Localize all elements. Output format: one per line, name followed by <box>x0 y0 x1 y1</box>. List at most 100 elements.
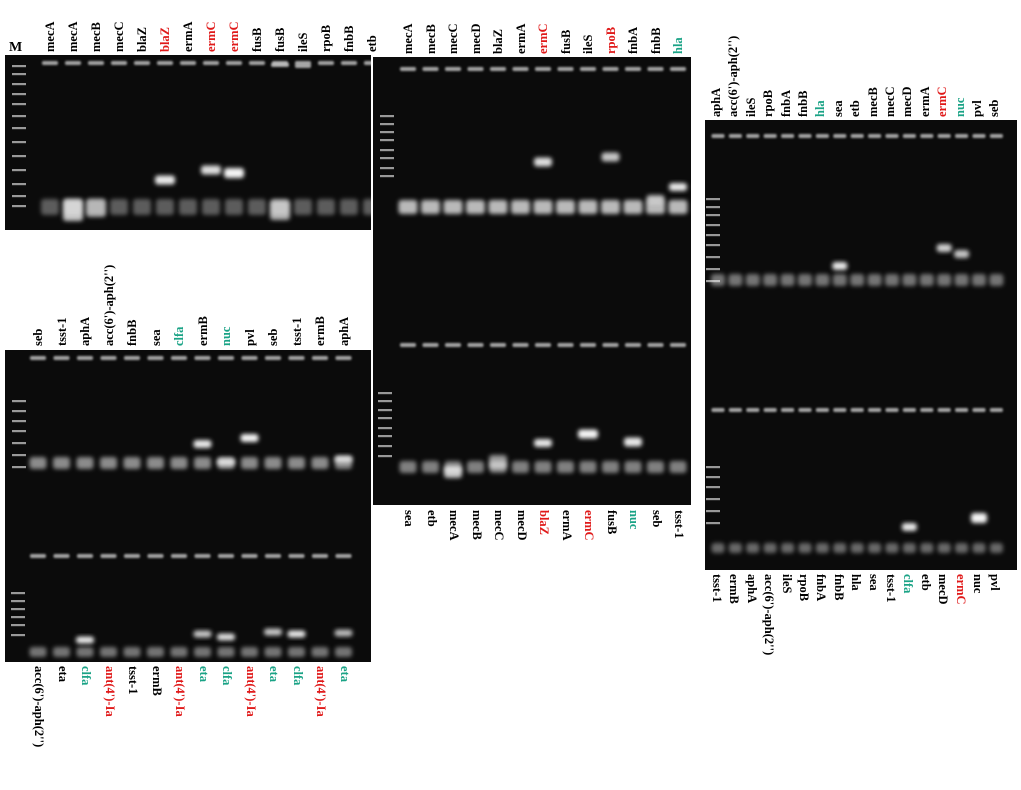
ladder-band <box>706 214 720 217</box>
gel-well <box>885 134 899 138</box>
gel-band <box>443 200 463 214</box>
gel-band <box>989 543 1003 553</box>
gel-well <box>124 356 140 360</box>
lane-label: ermB <box>195 316 210 346</box>
lane-label: nuc <box>971 574 985 594</box>
gel-well <box>265 554 281 558</box>
gel-band <box>311 457 329 469</box>
gel-well <box>30 554 46 558</box>
primer-dimer-band <box>63 199 83 221</box>
gel-well <box>65 61 81 65</box>
gel-band <box>194 457 211 469</box>
gel-well <box>100 356 117 360</box>
gel-well <box>955 134 969 138</box>
gel-b-image <box>378 67 688 478</box>
gel-band <box>241 647 258 657</box>
gel-well <box>580 343 596 347</box>
gel-band <box>170 647 188 657</box>
ladder-band <box>706 234 720 237</box>
gel-band <box>711 274 725 286</box>
lane-label: rpoB <box>319 24 333 52</box>
amplicon-band <box>217 458 235 466</box>
amplicon-band <box>76 636 94 644</box>
ladder-band <box>12 93 26 96</box>
lane-label: ermA <box>559 510 574 541</box>
lane-label: mecC <box>883 86 897 117</box>
ladder-band <box>12 430 26 433</box>
gel-band <box>123 457 141 469</box>
lane-label: mecA <box>447 510 461 541</box>
lane-label: etb <box>365 35 379 52</box>
ladder-band <box>12 127 26 130</box>
gel-band <box>623 200 643 214</box>
lane-label: fusB <box>558 29 573 54</box>
lane-label: mecB <box>89 22 103 52</box>
gel-well <box>728 134 742 138</box>
gel-panel-c <box>5 350 371 662</box>
ladder-band <box>706 510 720 513</box>
gel-band <box>867 274 882 286</box>
ladder-band <box>12 410 26 413</box>
gel-band <box>512 461 529 473</box>
lane-label: mecC <box>492 510 506 541</box>
gel-band <box>798 543 812 553</box>
ladder-band <box>12 400 26 403</box>
gel-well <box>902 408 916 412</box>
gel-well <box>77 356 93 360</box>
gel-band <box>728 274 743 286</box>
ladder-band <box>11 608 25 611</box>
ladder-band <box>380 123 394 126</box>
lane-label: acc(6')-aph(2'') <box>762 574 777 656</box>
gel-band <box>241 457 258 469</box>
lane-label: ermC <box>536 23 550 54</box>
gel-band <box>100 457 117 469</box>
gel-well <box>625 343 641 347</box>
ladder-band <box>11 616 25 619</box>
gel-well <box>728 408 742 412</box>
gel-band <box>902 543 916 553</box>
lane-label: ileS <box>296 32 310 52</box>
lane-label: tsst-1 <box>54 317 69 346</box>
lane-label: ermC <box>227 21 241 52</box>
gel-well <box>781 408 795 412</box>
gel-well <box>422 67 439 71</box>
lane-label: eta <box>55 666 70 682</box>
primer-dimer-band <box>270 200 290 220</box>
lane-label: fnbB <box>831 574 846 601</box>
amplicon-band <box>201 165 221 175</box>
gel-well <box>467 67 484 71</box>
gel-band <box>264 647 282 657</box>
ladder-band <box>706 476 720 479</box>
gel-band <box>937 274 952 286</box>
lane-label: sea <box>830 100 845 117</box>
lane-label: nuc <box>627 510 641 530</box>
gel-band <box>76 457 94 469</box>
gel-band <box>179 199 197 215</box>
ladder-band <box>706 244 720 247</box>
ladder-band <box>706 198 720 201</box>
ladder-band <box>12 65 26 68</box>
lane-label: fusB <box>273 27 287 52</box>
gel-panel-a <box>5 55 371 230</box>
lane-label: fnbA <box>778 89 793 117</box>
gel-well <box>955 408 969 412</box>
ladder-band <box>11 624 25 627</box>
gel-band <box>578 200 598 214</box>
lane-label: rpoB <box>603 26 618 54</box>
gel-well <box>580 67 596 71</box>
gel-well <box>180 61 196 65</box>
lane-label: hla <box>813 100 828 117</box>
gel-well <box>147 356 164 360</box>
gel-well <box>400 343 416 347</box>
gel-well <box>400 67 416 71</box>
gel-band <box>170 457 188 469</box>
gel-band <box>798 274 812 286</box>
gel-band <box>556 200 575 214</box>
gel-band <box>194 647 211 657</box>
gel-band <box>955 543 969 553</box>
gel-band <box>954 274 969 286</box>
ladder-band <box>12 155 26 158</box>
gel-well <box>218 356 234 360</box>
gel-band <box>133 199 151 215</box>
gel-band <box>937 543 951 553</box>
